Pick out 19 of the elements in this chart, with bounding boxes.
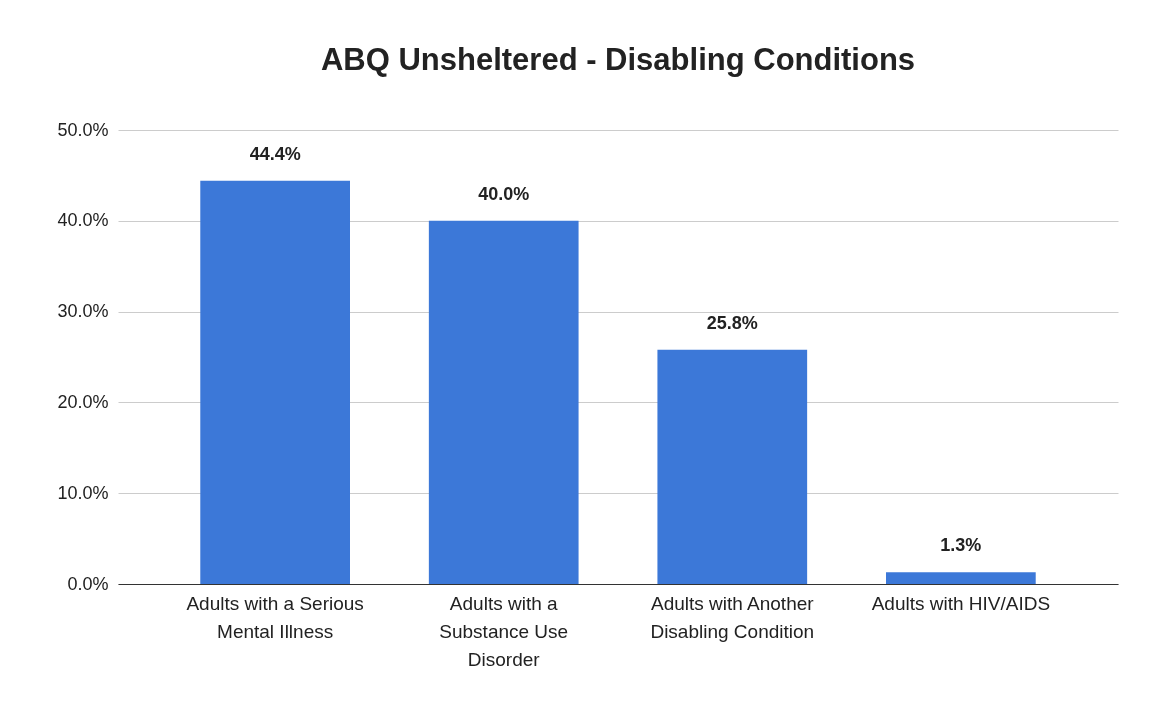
x-tick-label: Adults with Another Disabling Condition [650,592,815,642]
bar [886,572,1036,584]
y-tick-label: 50.0% [57,119,109,140]
bar [428,220,579,584]
x-tick-label: Adults with HIV/AIDS [871,592,1051,614]
chart-title: ABQ Unsheltered - Disabling Conditions [320,42,916,77]
data-label: 1.3% [940,535,982,556]
data-label: 44.4% [249,143,301,164]
y-tick-label: 40.0% [57,210,109,231]
y-tick-label: 10.0% [57,482,109,503]
data-label: 25.8% [706,312,758,333]
x-tick-label: Adults with a Serious Mental Illness [186,592,364,642]
x-tick-label: Adults with a Substance Use Disorder [439,592,569,670]
bar [200,180,350,584]
y-tick-label: 20.0% [57,391,109,412]
y-tick-label: 30.0% [57,301,109,322]
y-tick-label: 0.0% [67,573,109,594]
data-label: 40.0% [478,183,530,204]
bar [657,349,808,584]
